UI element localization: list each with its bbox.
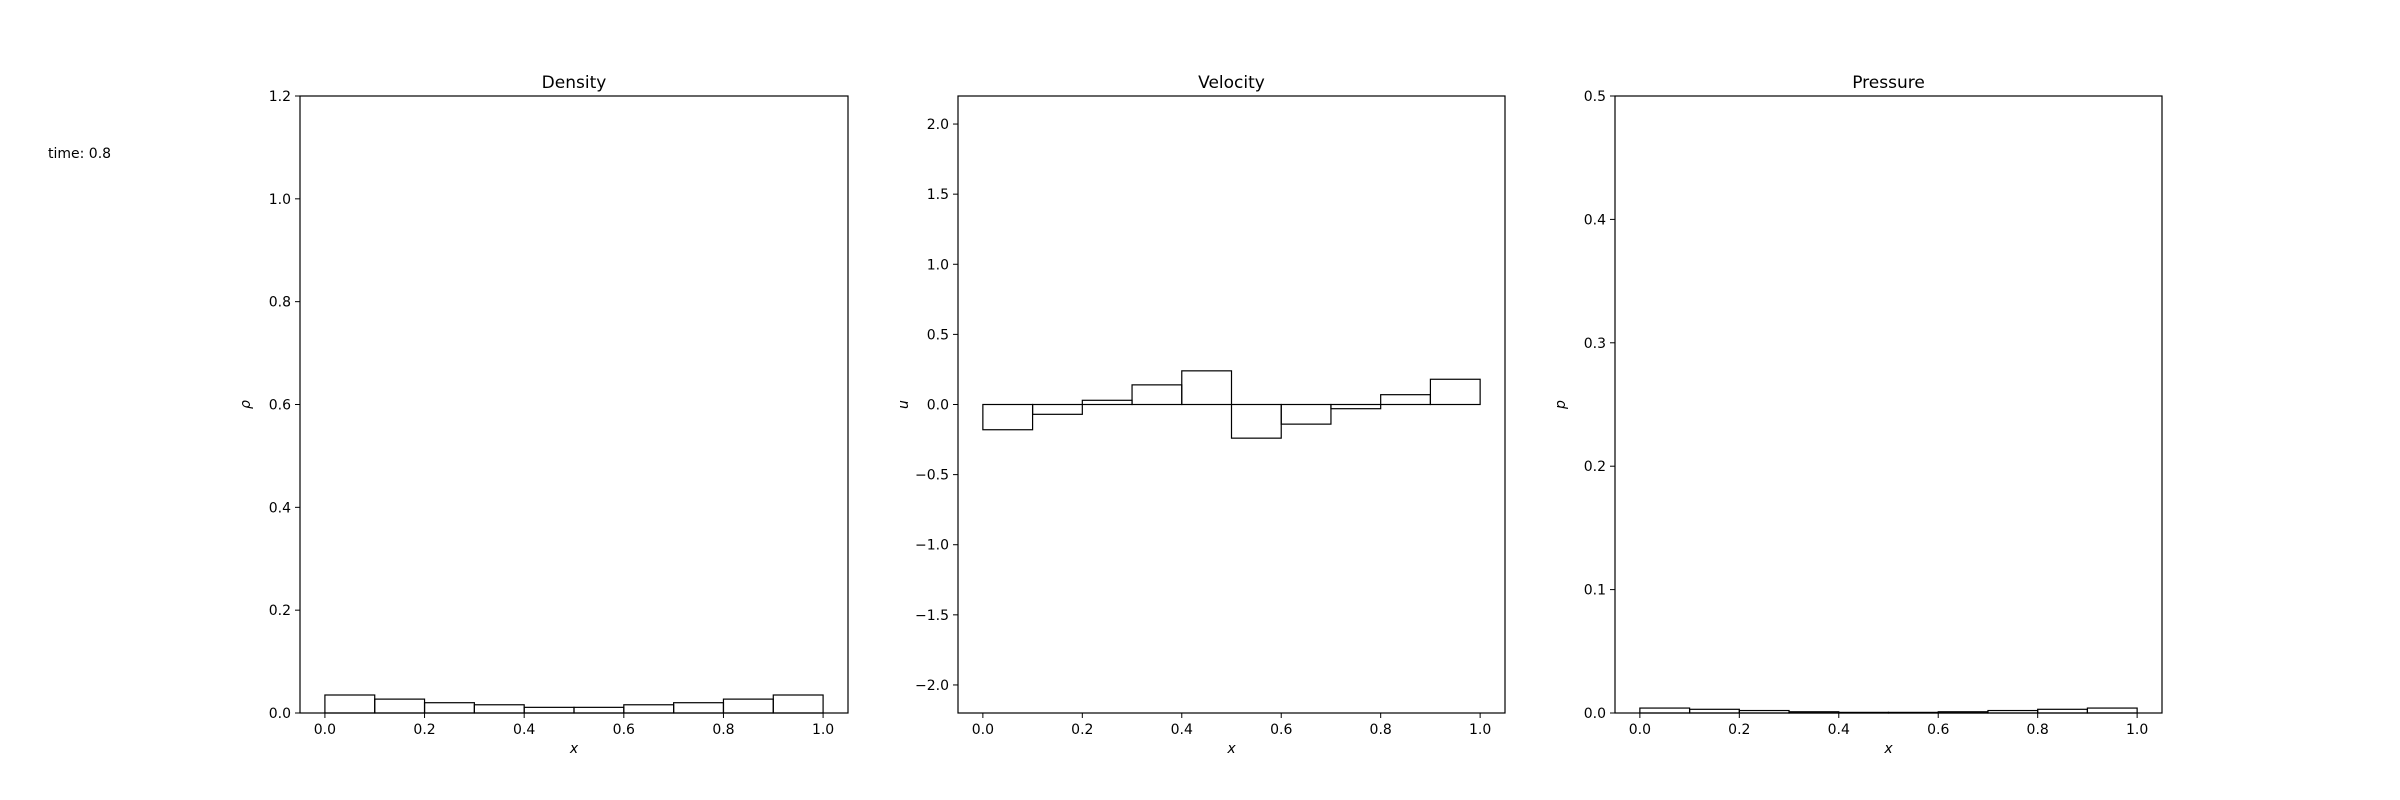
chart-title: Density <box>542 73 607 93</box>
bar <box>982 403 1034 431</box>
y-tick-label: −2.0 <box>915 678 949 694</box>
y-axis-label: ρ <box>238 400 254 409</box>
y-tick-label: 1.5 <box>927 187 949 203</box>
y-tick-label: 1.0 <box>269 192 291 208</box>
x-tick-label: 0.0 <box>972 722 994 738</box>
x-tick-label: 0.2 <box>1728 722 1750 738</box>
x-tick-label: 1.0 <box>1469 722 1491 738</box>
x-tick-label: 0.4 <box>1828 722 1850 738</box>
chart-title: Pressure <box>1852 73 1925 93</box>
bar <box>1987 709 2039 714</box>
y-axis-label: p <box>1553 400 1569 410</box>
x-tick-label: 1.0 <box>2126 722 2148 738</box>
axes-frame <box>299 95 849 714</box>
axes-velocity: Velocity 0.0 0.2 0.4 0.6 0.8 1.0 −2.0 −1.5 −1.0 −0… <box>896 73 1506 757</box>
bar <box>423 702 475 714</box>
y-tick-label: 1.2 <box>269 89 291 105</box>
x-tick-label: 0.6 <box>1270 722 1292 738</box>
bar <box>623 704 675 714</box>
bar <box>722 698 774 714</box>
x-tick-label: 0.4 <box>1171 722 1193 738</box>
y-tick-label: 0.2 <box>1584 459 1606 475</box>
bar <box>1738 709 1790 714</box>
time-readout: time: 0.8 <box>48 146 112 162</box>
x-tick-label: 0.8 <box>712 722 734 738</box>
y-axis-label: u <box>896 400 912 409</box>
y-tick-label: 0.6 <box>269 398 291 414</box>
axes-frame <box>1614 95 2163 714</box>
bar <box>1429 378 1481 406</box>
y-tick-label: 0.0 <box>269 706 291 722</box>
x-tick-label: 0.2 <box>413 722 435 738</box>
x-tick-label: 0.0 <box>1629 722 1651 738</box>
y-tick-label: −1.5 <box>915 608 949 624</box>
bar <box>1181 370 1233 406</box>
bar <box>1230 403 1282 439</box>
x-axis-label: x <box>569 741 579 757</box>
y-tick-label: −1.0 <box>915 538 949 554</box>
y-tick-label: −0.5 <box>915 468 949 484</box>
x-tick-label: 1.0 <box>812 722 834 738</box>
bar <box>1688 708 1740 714</box>
bar <box>1131 384 1183 406</box>
bar <box>1639 707 1691 714</box>
bar <box>1380 394 1432 406</box>
axes-pressure: Pressure 0.0 0.2 0.4 0.6 0.8 1.0 0.0 0.1 0.2 0.3 0.… <box>1553 73 2163 757</box>
x-tick-label: 0.0 <box>314 722 336 738</box>
x-tick-label: 0.8 <box>2027 722 2049 738</box>
y-tick-label: 0.8 <box>269 295 291 311</box>
y-tick-label: 0.0 <box>927 398 949 414</box>
x-axis-label: x <box>1226 741 1236 757</box>
bar <box>772 694 824 714</box>
y-tick-label: 0.3 <box>1584 336 1606 352</box>
y-tick-label: 2.0 <box>927 117 949 133</box>
bar <box>1937 711 1989 714</box>
bar <box>673 702 725 714</box>
bar <box>1081 399 1133 406</box>
axes-density: Density 0.0 0.2 0.4 0.6 0.8 1.0 0.0 0.2 0.4 0.6 0.8… <box>238 73 849 757</box>
bar <box>523 706 575 714</box>
y-tick-label: 0.4 <box>1584 212 1606 228</box>
bar <box>374 698 426 714</box>
bar <box>573 706 625 714</box>
bar <box>473 704 525 714</box>
bar <box>2086 707 2138 714</box>
x-tick-label: 0.8 <box>1370 722 1392 738</box>
x-tick-label: 0.2 <box>1071 722 1093 738</box>
bar <box>1887 711 1939 714</box>
y-tick-label: 0.0 <box>1584 706 1606 722</box>
x-tick-label: 0.6 <box>613 722 635 738</box>
y-tick-label: 0.5 <box>1584 89 1606 105</box>
bar <box>1031 403 1083 415</box>
chart-title: Velocity <box>1198 73 1265 93</box>
y-tick-label: 0.2 <box>269 603 291 619</box>
x-tick-label: 0.6 <box>1927 722 1949 738</box>
x-axis-label: x <box>1883 741 1893 757</box>
bar <box>1280 403 1332 425</box>
bar <box>1838 711 1890 714</box>
y-tick-label: 0.1 <box>1584 583 1606 599</box>
x-tick-label: 0.4 <box>513 722 535 738</box>
bar <box>1330 403 1382 410</box>
y-tick-label: 0.4 <box>269 500 291 516</box>
y-tick-label: 1.0 <box>927 257 949 273</box>
bar <box>324 694 376 714</box>
bar <box>1788 711 1840 714</box>
y-tick-label: 0.5 <box>927 327 949 343</box>
bar <box>2037 708 2089 714</box>
